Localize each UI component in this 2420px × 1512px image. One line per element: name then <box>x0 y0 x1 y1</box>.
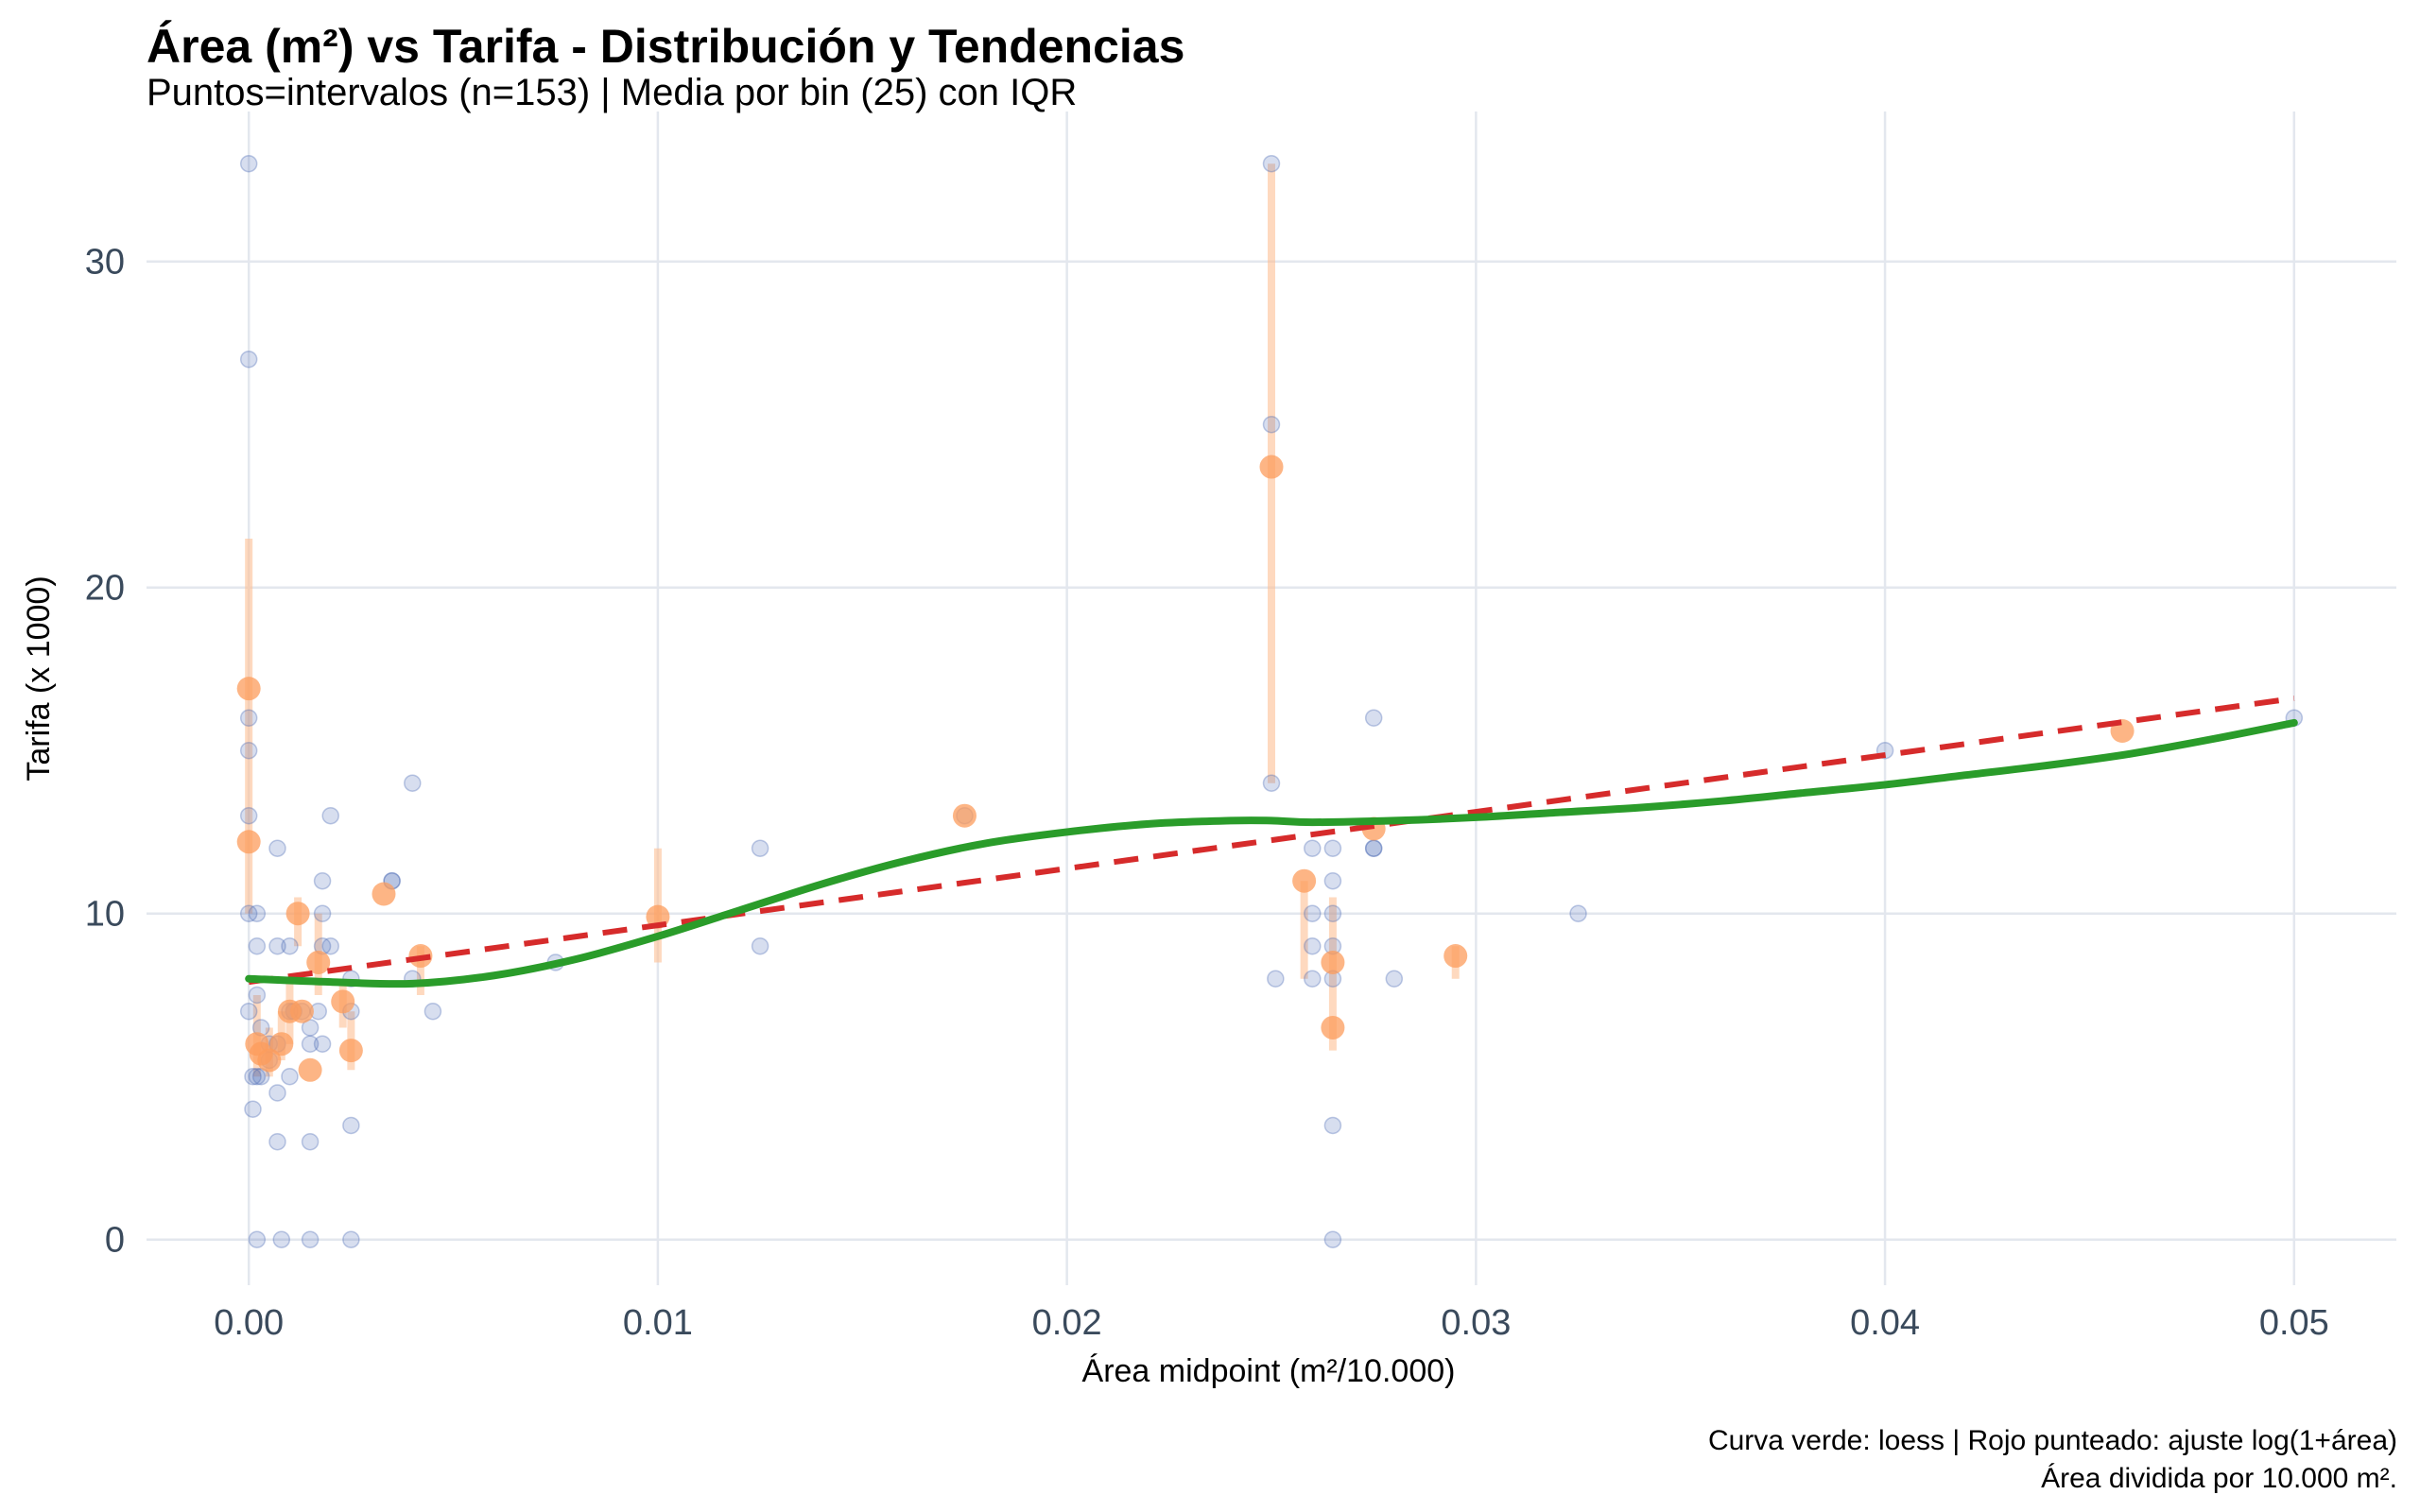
data-point <box>241 1004 257 1020</box>
x-tick-label: 0.01 <box>623 1303 693 1343</box>
bin-mean-point <box>290 1000 314 1023</box>
y-tick-label: 20 <box>85 569 125 609</box>
data-point <box>241 710 257 726</box>
bin-mean-point <box>331 989 354 1013</box>
data-point <box>1264 156 1280 172</box>
data-point <box>1264 775 1280 791</box>
y-tick-label: 30 <box>85 243 125 283</box>
x-axis-label: Área midpoint (m²/10.000) <box>1082 1353 1456 1389</box>
data-point <box>1324 873 1340 889</box>
data-point <box>1268 971 1284 987</box>
bin-mean-point <box>1292 869 1316 893</box>
data-point <box>241 156 257 172</box>
bin-mean-point <box>372 883 395 906</box>
bin-mean-point <box>339 1039 363 1062</box>
data-point <box>1366 710 1382 726</box>
data-point <box>1324 1231 1340 1247</box>
data-point <box>343 1231 359 1247</box>
bin-mean-point <box>299 1058 322 1082</box>
bin-mean-point <box>1443 944 1467 968</box>
x-tick-label: 0.03 <box>1441 1303 1511 1343</box>
data-point <box>343 1117 359 1133</box>
axis-ticks: 0.00 0.01 0.02 0.03 0.04 0.05 0 10 20 30 <box>85 243 2329 1343</box>
data-point <box>752 840 769 856</box>
x-tick-label: 0.00 <box>214 1303 284 1343</box>
chart-title: Área (m²) vs Tarifa - Distribución y Ten… <box>147 20 1184 73</box>
data-point <box>424 1004 441 1020</box>
data-point <box>1305 938 1321 954</box>
data-point <box>1305 905 1321 921</box>
bin-mean-points <box>237 455 2135 1082</box>
y-tick-label: 10 <box>85 895 125 935</box>
chart-subtitle: Puntos=intervalos (n=153) | Media por bi… <box>147 72 1077 113</box>
data-point <box>1324 905 1340 921</box>
data-point <box>249 987 265 1003</box>
data-point <box>269 840 285 856</box>
x-tick-label: 0.02 <box>1032 1303 1102 1343</box>
data-point <box>282 938 298 954</box>
caption-line-1: Curva verde: loess | Rojo punteado: ajus… <box>1708 1425 2397 1456</box>
data-point <box>322 938 338 954</box>
bin-mean-point <box>237 830 261 853</box>
data-point <box>1570 905 1586 921</box>
data-point <box>282 1069 298 1085</box>
data-point <box>241 352 257 368</box>
y-tick-label: 0 <box>105 1221 125 1261</box>
y-axis-label: Tarifa (x 1000) <box>21 576 57 781</box>
data-point <box>315 873 331 889</box>
caption-line-2: Área dividida por 10.000 m². <box>2041 1463 2397 1494</box>
data-point <box>322 808 338 824</box>
data-point <box>269 1134 285 1150</box>
data-point <box>249 905 265 921</box>
data-point <box>249 1231 265 1247</box>
data-point <box>245 1101 261 1117</box>
bin-mean-point <box>1321 1016 1344 1040</box>
data-point <box>1386 971 1402 987</box>
data-point <box>1305 971 1321 987</box>
data-point <box>302 1231 319 1247</box>
data-point <box>1305 840 1321 856</box>
bin-mean-point <box>237 677 261 700</box>
data-point <box>249 938 265 954</box>
data-point <box>1324 1117 1340 1133</box>
data-point <box>315 905 331 921</box>
bin-mean-point <box>1321 951 1344 974</box>
data-point <box>241 743 257 759</box>
data-point <box>1324 840 1340 856</box>
data-point <box>752 938 769 954</box>
bin-mean-point <box>953 804 977 828</box>
data-point <box>241 808 257 824</box>
bin-mean-point <box>1260 455 1284 479</box>
data-point <box>315 1036 331 1052</box>
data-point <box>302 1134 319 1150</box>
bin-mean-point <box>286 902 310 925</box>
data-point <box>273 1231 289 1247</box>
x-tick-label: 0.05 <box>2259 1303 2329 1343</box>
data-point <box>1366 840 1382 856</box>
bin-mean-point <box>269 1032 293 1056</box>
data-point <box>269 1085 285 1101</box>
data-point <box>1264 417 1280 433</box>
x-tick-label: 0.04 <box>1850 1303 1920 1343</box>
iqr-bars <box>249 163 1456 1076</box>
data-point <box>405 775 421 791</box>
